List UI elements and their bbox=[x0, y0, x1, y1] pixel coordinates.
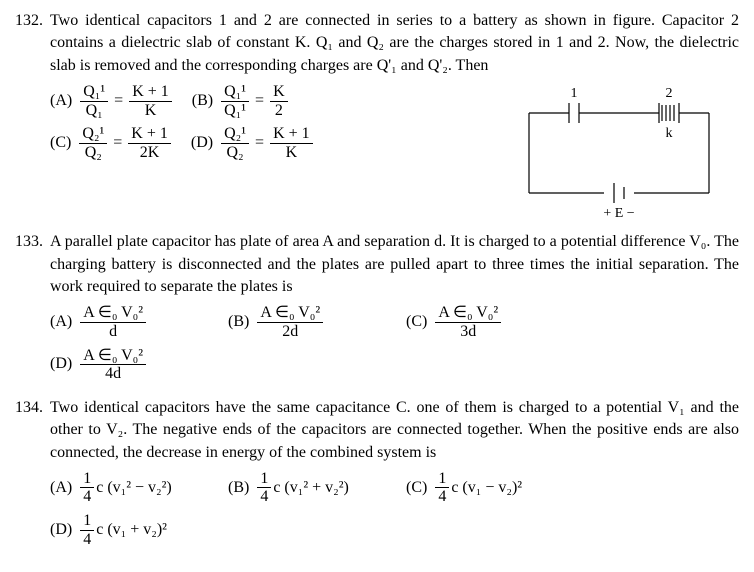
option-b: (B) A ∈₀ V₀² 2d bbox=[228, 304, 388, 340]
expr: c (v₁ + v₂)² bbox=[96, 519, 167, 541]
option-label: (D) bbox=[191, 132, 213, 154]
question-text: A parallel plate capacitor has plate of … bbox=[50, 231, 739, 298]
frac: 1 4 bbox=[257, 470, 271, 506]
frac: A ∈₀ V₀² 4d bbox=[80, 347, 146, 383]
option-label: (B) bbox=[228, 477, 249, 499]
option-label: (C) bbox=[406, 311, 427, 333]
equals: = bbox=[114, 90, 123, 112]
frac-left: Q₂¹ Q₂ bbox=[221, 125, 249, 161]
frac-right: K + 1 K bbox=[270, 125, 313, 161]
question-134: 134. Two identical capacitors have the s… bbox=[15, 397, 739, 555]
option-a: (A) 1 4 c (v₁² − v₂²) bbox=[50, 470, 210, 506]
question-132: 132. Two identical capacitors 1 and 2 ar… bbox=[15, 10, 739, 223]
question-number: 133. bbox=[15, 231, 50, 389]
frac: A ∈₀ V₀² 2d bbox=[257, 304, 323, 340]
figure-wrap: (A) Q₁¹ Q₁ = K + 1 K (B) bbox=[50, 83, 739, 223]
option-d: (D) 1 4 c (v₁ + v₂)² bbox=[50, 512, 210, 548]
option-label: (B) bbox=[192, 90, 213, 112]
frac-right: K + 1 K bbox=[129, 83, 172, 119]
option-d: (D) A ∈₀ V₀² 4d bbox=[50, 347, 210, 383]
cap2-label: 2 bbox=[666, 86, 673, 101]
battery-label: + E − bbox=[603, 206, 634, 221]
equals: = bbox=[113, 132, 122, 154]
frac-left: Q₁¹ Q₁¹ bbox=[221, 83, 249, 119]
question-133: 133. A parallel plate capacitor has plat… bbox=[15, 231, 739, 389]
option-label: (A) bbox=[50, 90, 72, 112]
option-label: (A) bbox=[50, 477, 72, 499]
option-c: (C) A ∈₀ V₀² 3d bbox=[406, 304, 566, 340]
option-a: (A) Q₁¹ Q₁ = K + 1 K bbox=[50, 83, 174, 119]
circuit-svg: 1 2 k + E − bbox=[519, 83, 719, 223]
frac: 1 4 bbox=[80, 470, 94, 506]
options-row-1: (A) Q₁¹ Q₁ = K + 1 K (B) bbox=[50, 83, 509, 125]
option-label: (D) bbox=[50, 519, 72, 541]
expr: c (v₁² − v₂²) bbox=[96, 477, 172, 499]
options-row-2: (C) Q₂¹ Q₂ = K + 1 2K (D) bbox=[50, 125, 509, 167]
frac: A ∈₀ V₀² 3d bbox=[435, 304, 501, 340]
question-text: Two identical capacitors 1 and 2 are con… bbox=[50, 10, 739, 77]
option-label: (C) bbox=[50, 132, 71, 154]
question-text: Two identical capacitors have the same c… bbox=[50, 397, 739, 464]
frac: A ∈₀ V₀² d bbox=[80, 304, 146, 340]
frac-left: Q₂¹ Q₂ bbox=[79, 125, 107, 161]
question-body: Two identical capacitors have the same c… bbox=[50, 397, 739, 555]
expr: c (v₁ − v₂)² bbox=[451, 477, 522, 499]
option-a: (A) A ∈₀ V₀² d bbox=[50, 304, 210, 340]
option-label: (A) bbox=[50, 311, 72, 333]
frac: 1 4 bbox=[435, 470, 449, 506]
option-b: (B) Q₁¹ Q₁¹ = K 2 bbox=[192, 83, 290, 119]
equals: = bbox=[255, 90, 264, 112]
k-label: k bbox=[666, 126, 673, 141]
options: (A) 1 4 c (v₁² − v₂²) (B) 1 4 c (v₁² + v… bbox=[50, 470, 739, 554]
frac-left: Q₁¹ Q₁ bbox=[80, 83, 108, 119]
circuit-figure: 1 2 k + E − bbox=[509, 83, 739, 223]
question-body: A parallel plate capacitor has plate of … bbox=[50, 231, 739, 389]
option-c: (C) Q₂¹ Q₂ = K + 1 2K bbox=[50, 125, 173, 161]
cap1-label: 1 bbox=[571, 86, 578, 101]
option-label: (D) bbox=[50, 353, 72, 375]
question-body: Two identical capacitors 1 and 2 are con… bbox=[50, 10, 739, 223]
option-label: (C) bbox=[406, 477, 427, 499]
expr: c (v₁² + v₂²) bbox=[273, 477, 349, 499]
option-d: (D) Q₂¹ Q₂ = K + 1 K bbox=[191, 125, 315, 161]
options-left: (A) Q₁¹ Q₁ = K + 1 K (B) bbox=[50, 83, 509, 223]
frac-right: K + 1 2K bbox=[128, 125, 171, 161]
equals: = bbox=[255, 132, 264, 154]
frac-right: K 2 bbox=[270, 83, 288, 119]
question-number: 132. bbox=[15, 10, 50, 223]
frac: 1 4 bbox=[80, 512, 94, 548]
question-number: 134. bbox=[15, 397, 50, 555]
option-b: (B) 1 4 c (v₁² + v₂²) bbox=[228, 470, 388, 506]
option-c: (C) 1 4 c (v₁ − v₂)² bbox=[406, 470, 566, 506]
option-label: (B) bbox=[228, 311, 249, 333]
options: (A) A ∈₀ V₀² d (B) A ∈₀ V₀² 2d (C) A ∈₀ … bbox=[50, 304, 739, 388]
